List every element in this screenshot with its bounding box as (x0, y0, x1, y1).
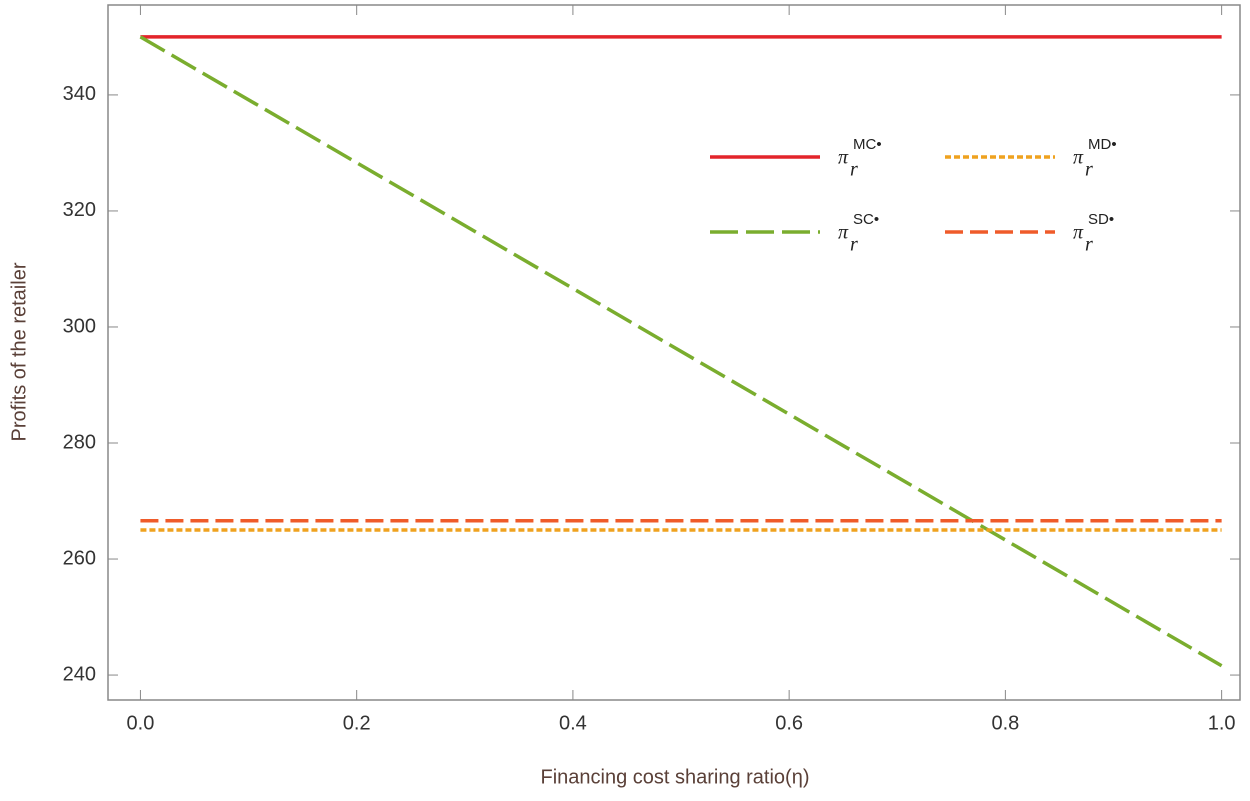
plot-frame (107, 4, 1241, 701)
y-axis-label: Profits of the retailer (8, 262, 30, 441)
y-tick-label: 340 (63, 83, 96, 105)
legend-symbol: π (838, 222, 849, 244)
legend-label: SD• (1088, 211, 1114, 228)
x-tick-label: 0.2 (343, 712, 371, 734)
legend-symbol: π (1073, 222, 1084, 244)
y-tick-label: 260 (63, 547, 96, 569)
x-tick-label: 0.4 (559, 712, 587, 734)
legend-symbol: π (1073, 147, 1084, 169)
y-tick-label: 300 (63, 315, 96, 337)
legend-subscript: r (850, 234, 858, 256)
y-tick-label: 280 (63, 431, 96, 453)
x-tick-label: 1.0 (1208, 712, 1236, 734)
legend-label: SC• (853, 211, 879, 228)
x-tick-label: 0.6 (775, 712, 803, 734)
x-tick-label: 0.8 (991, 712, 1019, 734)
y-tick-label: 240 (63, 663, 96, 685)
legend-symbol: π (838, 147, 849, 169)
legend-label: MC• (853, 136, 882, 153)
legend-subscript: r (1085, 159, 1093, 181)
y-tick-label: 320 (63, 199, 96, 221)
x-axis-label: Financing cost sharing ratio(η) (540, 766, 809, 788)
legend-subscript: r (1085, 234, 1093, 256)
x-tick-label: 0.0 (127, 712, 155, 734)
series-line (139, 35, 1223, 668)
legend-subscript: r (850, 159, 858, 181)
legend-label: MD• (1088, 136, 1117, 153)
